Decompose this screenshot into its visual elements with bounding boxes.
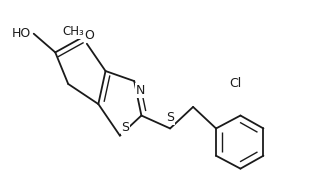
Text: CH₃: CH₃ (62, 25, 84, 38)
Text: O: O (84, 29, 94, 42)
Text: N: N (136, 84, 145, 97)
Text: HO: HO (12, 27, 31, 40)
Text: Cl: Cl (230, 77, 242, 90)
Text: S: S (166, 111, 174, 124)
Text: S: S (121, 121, 129, 134)
